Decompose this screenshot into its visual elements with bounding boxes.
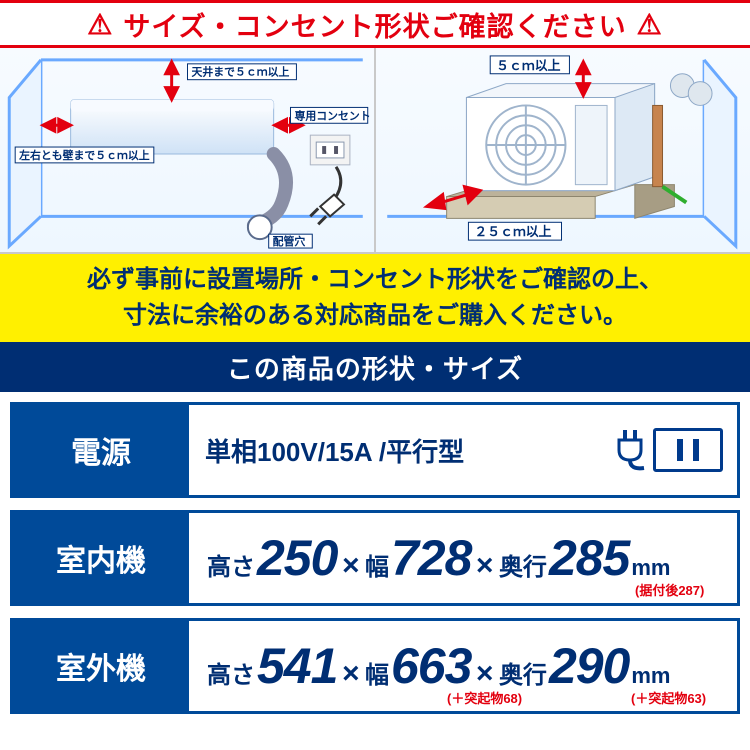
warning-icon: ⚠: [637, 8, 663, 41]
outdoor-h-k: 高さ: [207, 655, 255, 690]
indoor-w-k: 幅: [365, 547, 389, 582]
outdoor-h-v: 541: [257, 637, 337, 695]
top-warning-text: サイズ・コンセント形状ご確認ください: [123, 5, 626, 44]
spec-body-power: 単相100V/15A /平行型: [189, 405, 737, 495]
top-warning-bar: ⚠ サイズ・コンセント形状ご確認ください ⚠: [0, 0, 750, 48]
outdoor-d-v: 290: [549, 637, 629, 695]
spec-row-power: 電源 単相100V/15A /平行型: [10, 402, 740, 498]
svg-text:配管穴: 配管穴: [273, 234, 306, 248]
indoor-h-k: 高さ: [207, 547, 255, 582]
spec-row-indoor: 室内機 高さ 250 × 幅 728 × 奥行 285 mm (据付後287): [10, 510, 740, 606]
diagram-strip: 天井まで５ｃｍ以上 左右とも壁まで５ｃｍ以上 専用コンセント 配管穴: [0, 48, 750, 254]
svg-text:２５ｃｍ以上: ２５ｃｍ以上: [474, 224, 551, 239]
outdoor-d-k: 奥行: [499, 655, 547, 690]
times-icon: ×: [475, 549, 493, 583]
plug-icon: [609, 428, 645, 472]
indoor-unit: mm: [631, 555, 670, 581]
outlet-socket-icon: [653, 428, 723, 472]
outdoor-w-v: 663: [391, 637, 471, 695]
times-icon: ×: [341, 657, 359, 691]
outdoor-width-note: (＋突起物68): [447, 688, 522, 707]
outdoor-diagram: ５ｃｍ以上 ２５ｃｍ以上: [374, 48, 750, 252]
spec-body-outdoor: 高さ 541 × 幅 663 × 奥行 290 mm (＋突起物68) (＋突起…: [189, 621, 737, 711]
spec-label-indoor: 室内機: [13, 513, 189, 603]
outdoor-unit: mm: [631, 663, 670, 689]
indoor-diagram: 天井まで５ｃｍ以上 左右とも壁まで５ｃｍ以上 専用コンセント 配管穴: [0, 48, 374, 252]
indoor-d-k: 奥行: [499, 547, 547, 582]
svg-text:左右とも壁まで５ｃｍ以上: 左右とも壁まで５ｃｍ以上: [18, 148, 150, 162]
notice-line1: 必ず事前に設置場所・コンセント形状をご確認の上、: [87, 262, 663, 298]
notice-line2: 寸法に余裕のある対応商品をご購入ください。: [123, 298, 627, 334]
outlet-icons: [609, 428, 723, 472]
spec-label-power: 電源: [13, 405, 189, 495]
spec-body-indoor: 高さ 250 × 幅 728 × 奥行 285 mm (据付後287): [189, 513, 737, 603]
section-title-bar: この商品の形状・サイズ: [0, 342, 750, 392]
svg-text:５ｃｍ以上: ５ｃｍ以上: [496, 58, 560, 73]
times-icon: ×: [341, 549, 359, 583]
spec-label-outdoor: 室外機: [13, 621, 189, 711]
indoor-d-v: 285: [549, 529, 629, 587]
times-icon: ×: [475, 657, 493, 691]
outdoor-depth-note: (＋突起物63): [631, 688, 706, 707]
indoor-depth-note: (据付後287): [635, 580, 704, 599]
spec-row-outdoor: 室外機 高さ 541 × 幅 663 × 奥行 290 mm (＋突起物68) …: [10, 618, 740, 714]
outdoor-w-k: 幅: [365, 655, 389, 690]
svg-text:専用コンセント: 専用コンセント: [294, 108, 370, 122]
indoor-h-v: 250: [257, 529, 337, 587]
warning-icon: ⚠: [87, 8, 113, 41]
yellow-notice: 必ず事前に設置場所・コンセント形状をご確認の上、 寸法に余裕のある対応商品をご購…: [0, 254, 750, 342]
power-value: 単相100V/15A /平行型: [205, 432, 464, 469]
indoor-w-v: 728: [391, 529, 471, 587]
svg-text:天井まで５ｃｍ以上: 天井まで５ｃｍ以上: [191, 65, 289, 79]
